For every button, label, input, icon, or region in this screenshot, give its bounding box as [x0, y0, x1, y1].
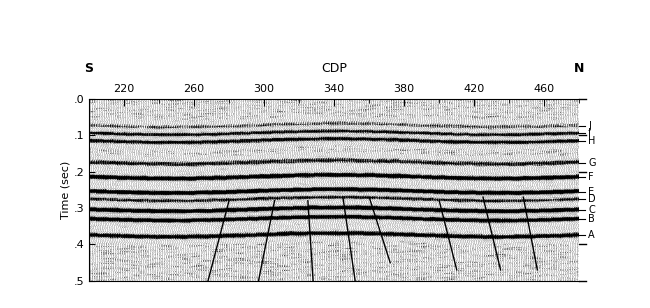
Text: G: G — [588, 158, 595, 168]
Text: A: A — [588, 230, 595, 240]
Text: S: S — [84, 62, 93, 75]
Text: N: N — [574, 62, 584, 75]
Y-axis label: Time (sec): Time (sec) — [60, 161, 70, 219]
Text: J: J — [588, 121, 591, 131]
Text: E: E — [588, 187, 594, 197]
Text: I: I — [588, 128, 591, 138]
Text: D: D — [588, 194, 596, 204]
Text: CDP: CDP — [321, 62, 347, 75]
Text: C: C — [588, 205, 595, 215]
Text: F: F — [588, 172, 593, 182]
Text: B: B — [588, 214, 595, 224]
Text: H: H — [588, 136, 595, 146]
